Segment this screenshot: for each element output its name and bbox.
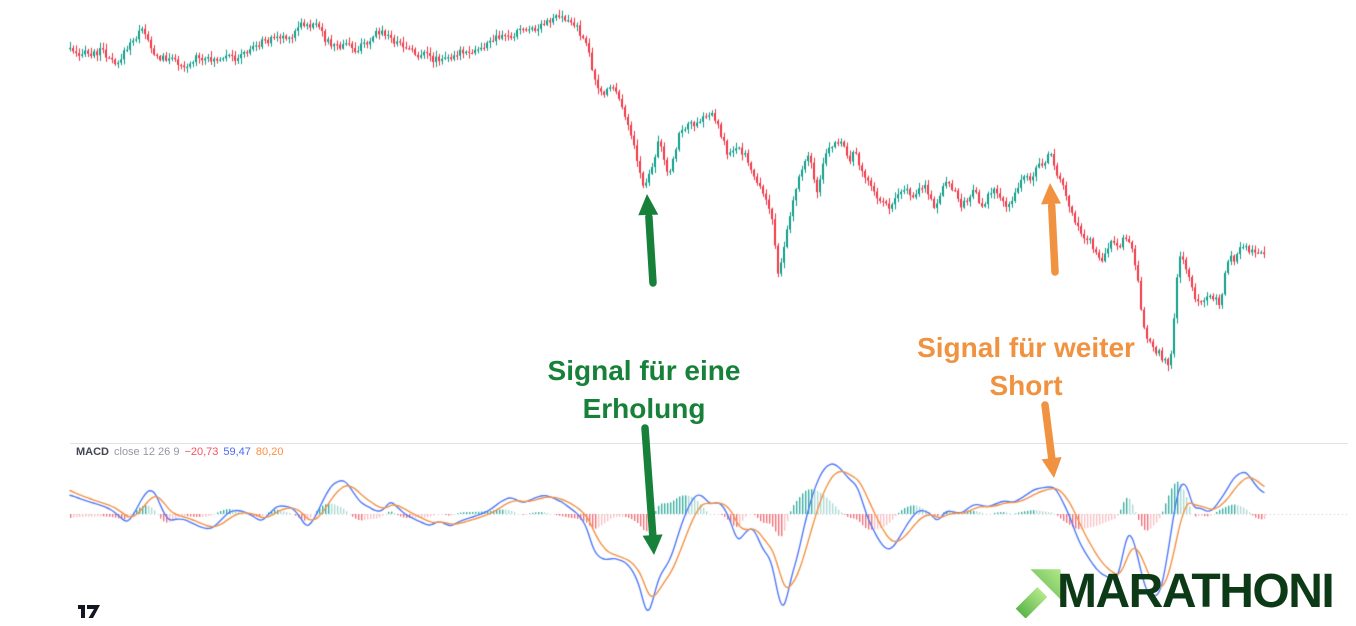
annotation-recovery: Signal für eine Erholung	[548, 352, 741, 428]
macd-indicator-params: close 12 26 9	[114, 446, 180, 458]
annotation-short-line1: Signal für weiter	[917, 332, 1135, 363]
annotation-short: Signal für weiter Short	[917, 329, 1135, 405]
annotation-short-line2: Short	[989, 370, 1063, 401]
marathoni-logo: MARATHONI	[1012, 565, 1335, 618]
green-up-arrow	[638, 194, 659, 287]
tradingview-logo[interactable]	[76, 604, 102, 620]
panel-divider	[70, 443, 1348, 444]
green-down-arrow	[641, 424, 663, 555]
macd-indicator-label[interactable]: MACD close 12 26 9 −20,73 59,47 80,20	[76, 446, 283, 459]
macd-indicator-name: MACD	[76, 446, 109, 458]
marathoni-arrow-icon	[1015, 569, 1061, 618]
orange-up-arrow	[1041, 183, 1062, 276]
macd-histogram-value: −20,73	[184, 446, 219, 458]
orange-down-arrow	[1041, 401, 1062, 478]
annotation-recovery-line1: Signal für eine	[547, 355, 741, 386]
annotation-recovery-line2: Erholung	[582, 393, 706, 424]
marathoni-logo-text: MARATHONI	[1057, 565, 1335, 618]
macd-signal-value: 80,20	[255, 446, 284, 458]
macd-line-value: 59,47	[223, 446, 251, 458]
